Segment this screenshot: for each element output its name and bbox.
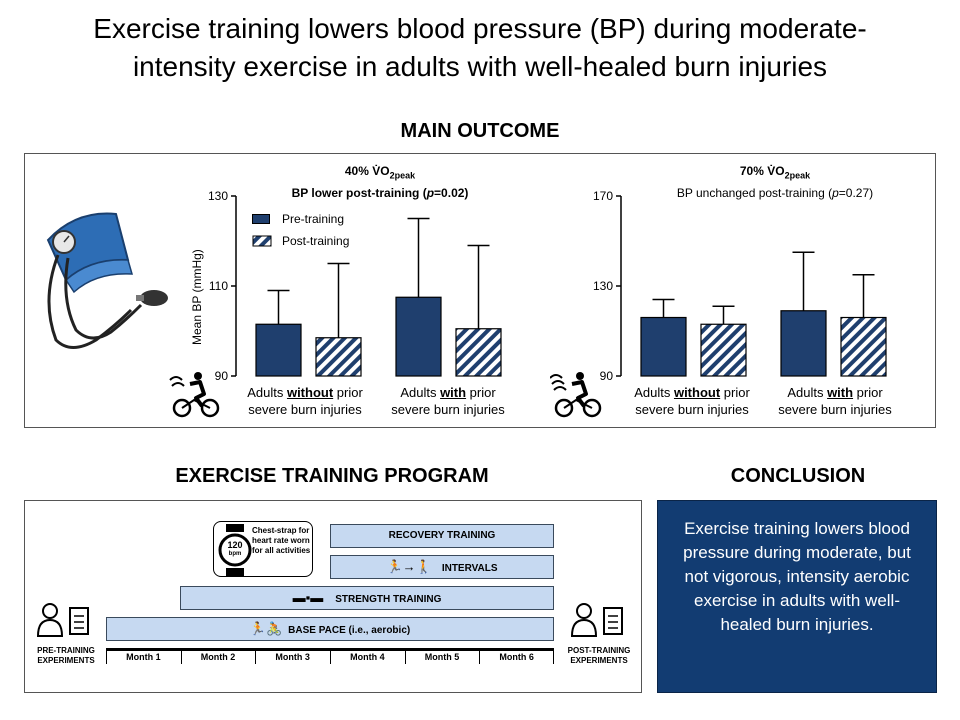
right-group-label-without: Adults without prior severe burn injurie…: [634, 385, 750, 417]
watch-readout: 120 bpm: [227, 540, 243, 558]
left-intensity-sub: 2peak: [389, 170, 416, 181]
legend-label-pre: Pre-training: [282, 212, 345, 226]
legend-swatch-post: [252, 235, 272, 247]
bar-post-training: [700, 323, 747, 377]
right-result-suffix: =0.27): [838, 186, 874, 201]
phase-recovery-training: RECOVERY TRAINING: [330, 524, 554, 548]
title-line-1: Exercise training lowers blood pressure …: [93, 13, 867, 44]
y-tick-label: 90: [600, 369, 614, 380]
right-result-prefix: BP unchanged post-training (: [676, 186, 833, 201]
bar-post-training: [455, 328, 502, 377]
bar-pre-training: [395, 296, 442, 377]
conclusion-text: Exercise training lowers blood pressure …: [683, 519, 911, 634]
left-result-suffix: =0.02): [434, 186, 469, 201]
month-label: Month 5: [424, 652, 460, 662]
month-label: Month 6: [499, 652, 534, 662]
right-intensity-sub: 2peak: [784, 170, 811, 181]
left-group-label-without: Adults without prior severe burn injurie…: [247, 385, 363, 417]
month-label: Month 2: [200, 652, 236, 662]
blood-pressure-cuff-icon: [46, 212, 168, 349]
phase-intervals: 🏃→🚶 INTERVALS: [330, 555, 554, 579]
program-heading: EXERCISE TRAINING PROGRAM: [175, 465, 489, 487]
cyclist-icon-right: [550, 372, 602, 418]
page-title: Exercise training lowers blood pressure …: [0, 10, 960, 86]
bar-post-training: [840, 316, 887, 377]
dumbbell-icon: ▬▪▬: [292, 590, 324, 605]
main-outcome-panel: [24, 153, 936, 428]
timeline-axis: [106, 648, 554, 651]
month-tick: [404, 650, 406, 664]
title-line-2: intensity exercise in adults with well-h…: [132, 51, 828, 82]
month-tick: [553, 650, 554, 664]
right-group-label-with: Adults with prior severe burn injuries: [778, 385, 892, 417]
y-tick-label: 110: [209, 279, 228, 293]
left-result-prefix: BP lower post-training (: [291, 186, 427, 201]
post-training-label: POST-TRAINING EXPERIMENTS: [567, 646, 631, 665]
y-tick-label: 170: [593, 189, 613, 203]
month-label: Month 1: [126, 652, 161, 662]
watch-note: Chest-strap for heart rate worn for all …: [252, 526, 311, 555]
y-tick-label: 130: [593, 279, 613, 293]
left-chart-header: 40% V̇O2peak BP lower post-training (p=0…: [250, 162, 510, 202]
aerobic-activities-icon: 🏃🚴: [249, 621, 283, 636]
bar-pre-training: [255, 323, 302, 377]
phase-base-pace: 🏃🚴 BASE PACE (i.e., aerobic): [106, 617, 554, 641]
month-tick: [106, 650, 107, 664]
main-outcome-heading: MAIN OUTCOME: [400, 120, 560, 142]
pre-training-label: PRE-TRAINING EXPERIMENTS: [37, 646, 95, 665]
cyclist-icon-left: [169, 372, 220, 418]
legend-item-post: Post-training: [252, 234, 349, 248]
bar-post-training: [315, 337, 362, 377]
month-tick: [330, 650, 331, 664]
month-label: Month 4: [350, 652, 385, 662]
month-ticks: Month 1 Month 2 Month 3 Month 4 Month 5 Month…: [106, 650, 554, 670]
conclusion-box: Exercise training lowers blood pressure …: [657, 500, 937, 693]
watch-icon: [218, 524, 252, 576]
left-intensity: 40% V̇O: [344, 164, 390, 178]
month-label: Month 3: [275, 652, 310, 662]
y-tick-label: 130: [208, 189, 228, 203]
legend: Pre-training Post-training: [252, 212, 349, 248]
right-result-p: p: [832, 186, 839, 201]
pre-training-doctor-icon: [36, 603, 89, 637]
legend-item-pre: Pre-training: [252, 212, 349, 226]
right-bar-chart: 90 130 170: [593, 189, 887, 380]
left-group-label-with: Adults with prior severe burn injuries: [391, 385, 505, 417]
month-tick: [479, 650, 481, 664]
conclusion-heading: CONCLUSION: [730, 465, 866, 487]
month-tick: [180, 650, 182, 664]
bar-pre-training: [780, 310, 827, 377]
phase-strength-training: ▬▪▬ STRENGTH TRAINING: [180, 586, 554, 610]
bar-pre-training: [640, 316, 687, 377]
left-result-p: p: [426, 186, 435, 201]
intervals-runners-icon: 🏃→🚶: [386, 559, 432, 574]
right-chart-header: 70% V̇O2peak BP unchanged post-training …: [640, 162, 910, 202]
y-tick-label: 90: [215, 369, 229, 380]
right-intensity: 70% V̇O: [739, 164, 785, 178]
left-bar-chart: 90 110 130: [208, 189, 502, 380]
legend-swatch-pre: [252, 214, 270, 224]
month-tick: [255, 650, 257, 664]
legend-label-post: Post-training: [282, 234, 350, 248]
post-training-doctor-icon: [570, 603, 623, 637]
